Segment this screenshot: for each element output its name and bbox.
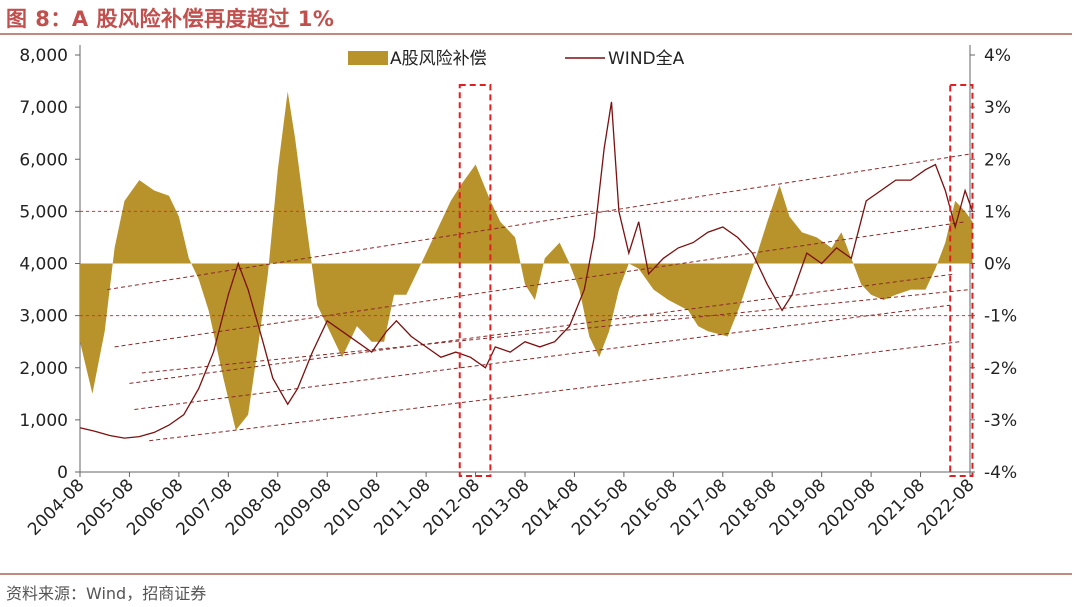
left-tick-label: 0	[57, 463, 68, 483]
right-tick-label: 3%	[984, 98, 1011, 118]
left-tick-label: 1,000	[19, 411, 68, 431]
left-tick-label: 4,000	[19, 255, 68, 275]
legend: A股风险补偿 WIND全A	[348, 49, 685, 69]
figure-title: 图 8：A 股风险补偿再度超过 1%	[6, 7, 335, 31]
premium-area	[80, 91, 973, 431]
left-tick-label: 5,000	[19, 202, 68, 222]
right-tick-label: 2%	[984, 150, 1011, 170]
right-tick-label: -1%	[984, 307, 1017, 327]
trend-line	[107, 153, 971, 291]
right-tick-label: -4%	[984, 463, 1017, 483]
title-rule	[0, 33, 1072, 35]
source-rule	[0, 573, 1072, 575]
wind-line	[79, 101, 974, 439]
trend-line	[149, 341, 961, 442]
left-tick-label: 6,000	[19, 150, 68, 170]
legend-swatch-premium	[348, 51, 388, 65]
left-tick-label: 3,000	[19, 307, 68, 327]
source-note: 资料来源：Wind，招商证券	[6, 584, 207, 603]
highlight-box	[458, 84, 492, 477]
right-tick-label: -2%	[984, 359, 1017, 379]
trend-line	[141, 289, 971, 374]
right-tick-label: 4%	[984, 46, 1011, 66]
left-tick-label: 8,000	[19, 46, 68, 66]
trend-line	[114, 221, 966, 348]
right-tick-label: 0%	[984, 255, 1011, 275]
right-tick-label: 1%	[984, 202, 1011, 222]
legend-label-wind: WIND全A	[608, 49, 685, 69]
trend-line	[129, 273, 956, 384]
highlight-box	[949, 84, 974, 477]
left-tick-label: 2,000	[19, 359, 68, 379]
right-tick-label: -3%	[984, 411, 1017, 431]
left-tick-label: 7,000	[19, 98, 68, 118]
legend-label-premium: A股风险补偿	[390, 49, 487, 69]
